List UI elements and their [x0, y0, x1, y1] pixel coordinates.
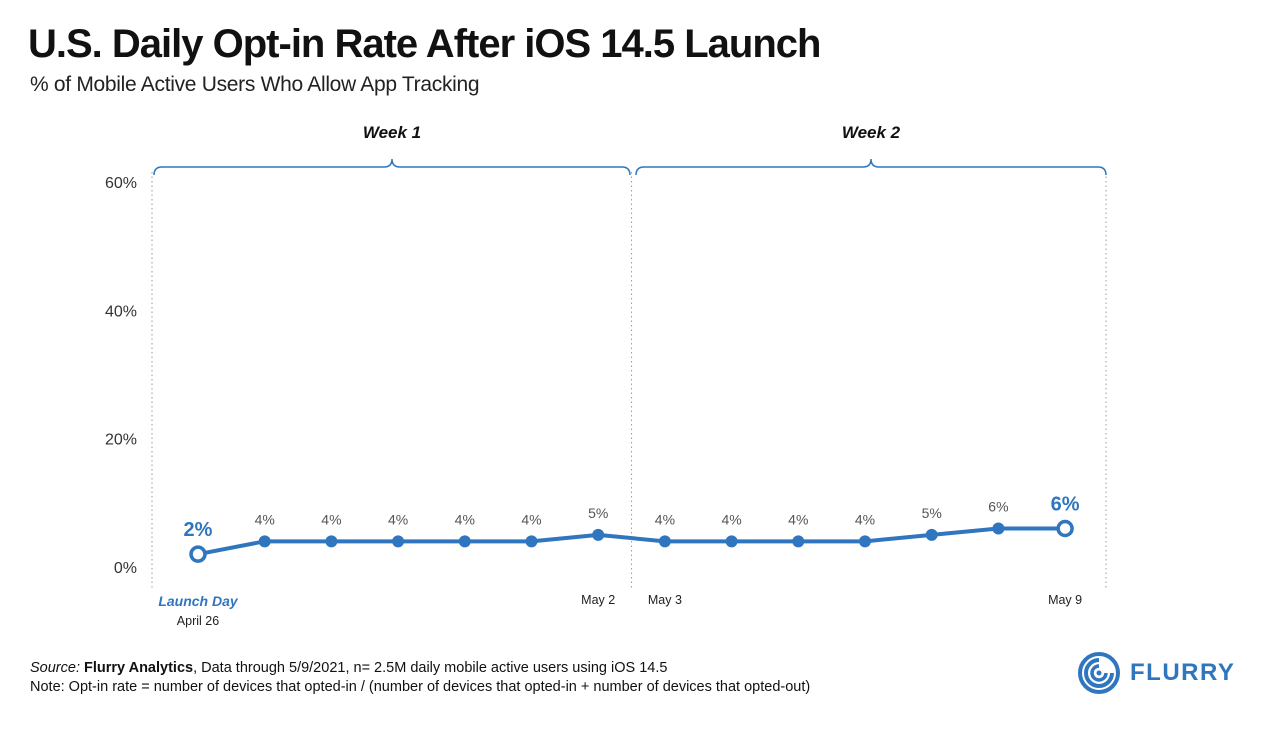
- x-label: May 3: [648, 593, 682, 607]
- week-label: Week 2: [842, 123, 901, 142]
- data-label: 5%: [922, 505, 942, 521]
- y-tick-label: 40%: [105, 303, 137, 320]
- line-chart: 0% 20% 40% 60% Week 1 Week 2 2% 4% 4% 4% 4% 4% 5% 4% 4…: [105, 123, 1107, 628]
- data-label: 6%: [988, 499, 1008, 515]
- data-point-highlight: [189, 545, 207, 563]
- data-point: [325, 535, 338, 548]
- data-point: [525, 535, 538, 548]
- data-label: 4%: [388, 511, 408, 527]
- y-tick-label: 0%: [114, 560, 137, 577]
- x-label-launch-day: Launch Day: [158, 593, 239, 609]
- data-point: [458, 535, 471, 548]
- data-point: [792, 535, 805, 548]
- data-label: 4%: [321, 511, 341, 527]
- x-label-date: April 26: [177, 614, 219, 628]
- data-point: [992, 522, 1005, 535]
- data-label-highlight: 2%: [184, 519, 213, 541]
- data-point: [258, 535, 271, 548]
- chart-subtitle: % of Mobile Active Users Who Allow App T…: [30, 73, 480, 96]
- data-label: 4%: [721, 511, 741, 527]
- source-name: Flurry Analytics: [84, 660, 194, 676]
- logo-text: FLURRY: [1130, 659, 1236, 686]
- source-line: Source: Flurry Analytics, Data through 5…: [30, 659, 810, 678]
- data-point: [592, 528, 605, 541]
- data-label-highlight: 6%: [1051, 494, 1080, 516]
- y-tick-label: 20%: [105, 432, 137, 449]
- data-point: [925, 528, 938, 541]
- data-label: 4%: [521, 511, 541, 527]
- week-label: Week 1: [363, 123, 421, 142]
- data-label: 4%: [655, 511, 675, 527]
- chart-title: U.S. Daily Opt-in Rate After iOS 14.5 La…: [28, 22, 821, 66]
- data-label: 4%: [855, 511, 875, 527]
- data-label: 4%: [788, 511, 808, 527]
- x-label: May 2: [581, 593, 615, 607]
- data-point: [859, 535, 871, 548]
- data-point: [725, 535, 738, 548]
- data-point: [658, 535, 671, 548]
- source-label: Source:: [30, 660, 80, 676]
- series-line: [196, 526, 1068, 557]
- data-label: 4%: [255, 511, 275, 527]
- data-label: 5%: [588, 505, 608, 521]
- data-point: [392, 535, 405, 548]
- x-label: May 9: [1048, 593, 1082, 607]
- note-line: Note: Opt-in rate = number of devices th…: [30, 679, 811, 695]
- y-tick-label: 60%: [105, 175, 137, 192]
- week-bracket: [635, 158, 1107, 176]
- flurry-swirl-icon: [1078, 652, 1120, 694]
- data-point-highlight: [1056, 519, 1074, 538]
- week-bracket: [153, 158, 631, 176]
- flurry-logo: FLURRY: [1078, 651, 1238, 695]
- data-label: 4%: [455, 511, 475, 527]
- source-details: , Data through 5/9/2021, n= 2.5M daily m…: [193, 660, 668, 676]
- footer: Source: Flurry Analytics, Data through 5…: [30, 659, 810, 697]
